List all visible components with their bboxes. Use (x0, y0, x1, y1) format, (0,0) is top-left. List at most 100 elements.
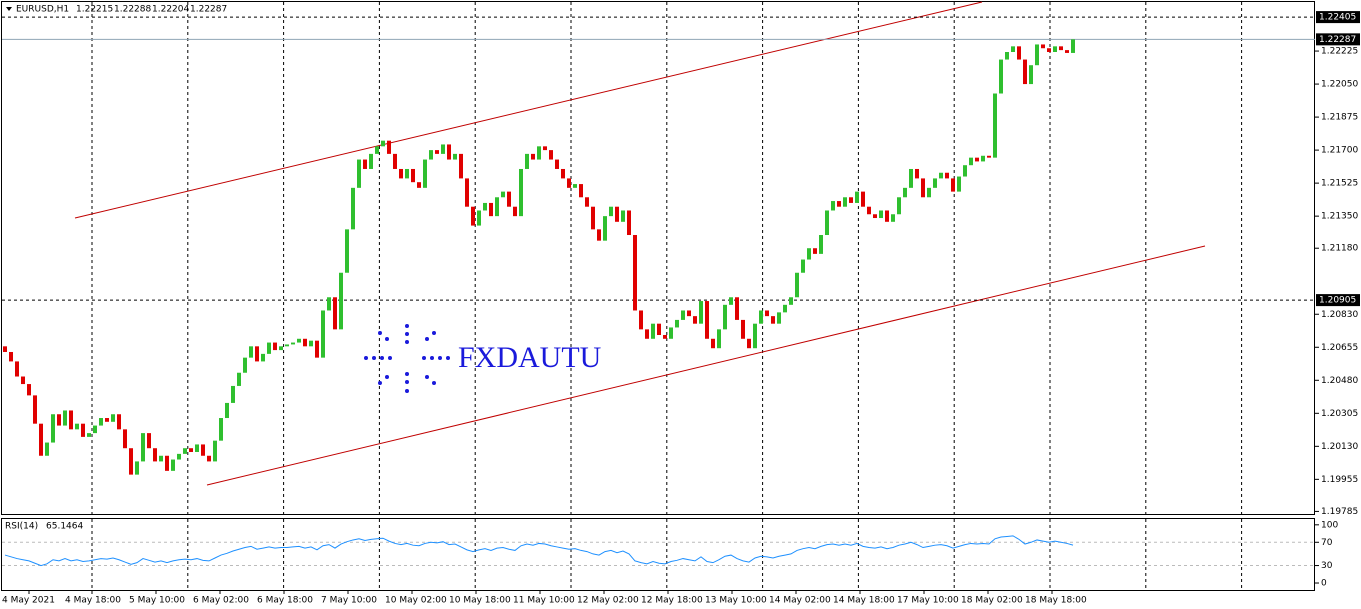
candle (621, 210, 625, 222)
candle (711, 338, 715, 349)
candle (33, 395, 37, 424)
candle (225, 402, 229, 419)
candle (453, 153, 457, 160)
candle (429, 150, 433, 160)
rsi-panel (1, 518, 1315, 591)
candle (237, 372, 241, 386)
candle (159, 455, 163, 462)
candle (513, 206, 517, 217)
candle (849, 197, 853, 203)
candle (303, 338, 307, 347)
candle (117, 414, 121, 430)
candle (279, 346, 283, 351)
candle (315, 340, 319, 358)
candle (519, 168, 523, 217)
candle (705, 301, 709, 339)
ohlc-value: 1.22287 (190, 5, 227, 15)
y-tick-label: 1.20305 (1321, 409, 1358, 419)
current-price-label: 1.22287 (1319, 35, 1356, 45)
main-panel (1, 1, 1315, 515)
candle (525, 153, 529, 169)
x-tick-label: 10 May 18:00 (449, 596, 511, 606)
candle (657, 323, 661, 336)
candle (255, 346, 259, 362)
candle (309, 340, 313, 347)
candle (837, 201, 841, 207)
candle (51, 414, 55, 443)
candle (483, 202, 487, 211)
y-tick-label: 1.22225 (1321, 47, 1358, 57)
candle (645, 329, 649, 339)
candle (699, 301, 703, 324)
candle (669, 327, 673, 339)
x-tick-label: 14 May 02:00 (769, 596, 831, 606)
candle (555, 159, 559, 169)
candle (15, 361, 19, 377)
candle (579, 184, 583, 198)
rsi-name: RSI(14) (5, 522, 38, 532)
candle (267, 342, 271, 354)
candle (771, 316, 775, 324)
candle (183, 448, 187, 454)
candle (951, 178, 955, 192)
candle (147, 433, 151, 449)
candle (873, 214, 877, 219)
candle (75, 423, 79, 430)
candle (939, 172, 943, 179)
candle (561, 168, 565, 179)
candle (795, 272, 799, 298)
candle (495, 197, 499, 217)
candle (639, 310, 643, 330)
y-tick-label: 1.22050 (1321, 80, 1358, 90)
candle (243, 357, 247, 373)
candle (135, 461, 139, 475)
candle (141, 433, 145, 462)
candle (759, 310, 763, 324)
level-label: 1.22405 (1319, 13, 1356, 23)
candle (651, 323, 655, 339)
ohlc-value: 1.22204 (152, 5, 189, 15)
candle (489, 202, 493, 217)
candle (285, 344, 289, 347)
candle (93, 425, 97, 434)
candle (387, 140, 391, 154)
candle (1023, 59, 1027, 85)
candle (747, 338, 751, 349)
candle (687, 310, 691, 317)
candle (9, 351, 13, 362)
candle (477, 210, 481, 226)
candle (999, 59, 1003, 94)
candle (627, 210, 631, 236)
candle (957, 176, 961, 192)
candle (753, 323, 757, 349)
level-label-box (1316, 11, 1360, 24)
candle (189, 448, 193, 452)
candle (465, 178, 469, 207)
candle (993, 93, 997, 158)
candle (501, 191, 505, 198)
candle (99, 418, 103, 426)
rsi-tick-label: 70 (1321, 538, 1333, 548)
candle (597, 229, 601, 241)
candle (261, 353, 265, 362)
candle (1053, 46, 1057, 52)
candle (915, 168, 919, 179)
collapse-arrow[interactable] (6, 7, 12, 11)
candle (603, 216, 607, 241)
candle (171, 459, 175, 471)
watermark-logo (364, 324, 450, 393)
candle (297, 338, 301, 343)
candle (381, 140, 385, 147)
candle (789, 297, 793, 305)
ohlc-value: 1.22288 (114, 5, 151, 15)
x-tick-label: 18 May 02:00 (961, 596, 1023, 606)
candle (807, 248, 811, 260)
candle (633, 235, 637, 311)
y-tick-label: 1.20830 (1321, 310, 1358, 320)
candle (891, 214, 895, 222)
x-tick-label: 17 May 10:00 (897, 596, 959, 606)
candle (123, 429, 127, 449)
candle (339, 272, 343, 330)
candle (1011, 46, 1015, 52)
